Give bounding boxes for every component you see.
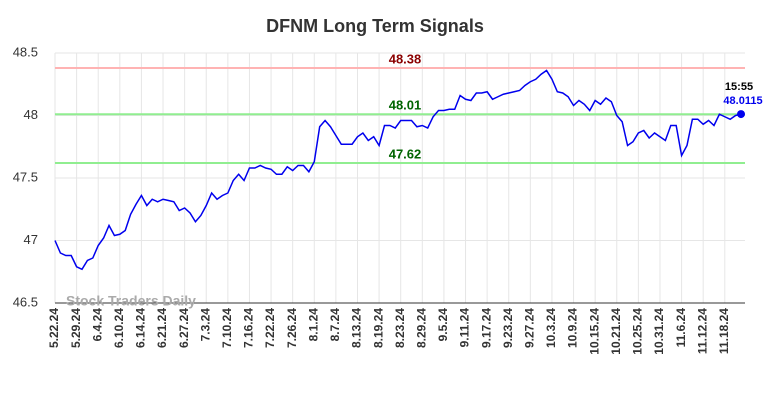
x-tick-label: 8.1.24 (306, 308, 320, 342)
x-tick-label: 5.22.24 (47, 308, 61, 348)
x-tick-label: 6.14.24 (134, 308, 148, 348)
x-tick-label: 6.21.24 (155, 308, 169, 348)
y-tick-label: 47 (24, 232, 38, 247)
x-tick-label: 7.3.24 (198, 308, 212, 342)
watermark: Stock Traders Daily (66, 293, 196, 309)
x-tick-label: 10.15.24 (587, 308, 601, 355)
chart-title: DFNM Long Term Signals (266, 16, 484, 36)
y-tick-label: 47.5 (13, 169, 38, 184)
x-tick-label: 7.16.24 (242, 308, 256, 348)
x-tick-label: 11.18.24 (717, 308, 731, 354)
x-tick-label: 8.19.24 (371, 308, 385, 348)
x-tick-label: 9.17.24 (479, 308, 493, 348)
reference-label: 47.62 (389, 146, 422, 161)
x-tick-label: 10.25.24 (631, 308, 645, 355)
x-tick-label: 5.29.24 (69, 308, 83, 348)
price-line (54, 69, 742, 271)
x-tick-label: 9.11.24 (458, 308, 472, 348)
x-tick-label: 10.3.24 (544, 308, 558, 348)
x-tick-label: 8.13.24 (350, 308, 364, 348)
y-tick-label: 48.5 (13, 44, 38, 59)
x-tick-label: 9.23.24 (501, 308, 515, 348)
x-tick-label: 11.12.24 (695, 308, 709, 354)
last-point (737, 110, 745, 119)
x-tick-label: 8.7.24 (328, 308, 342, 342)
x-tick-label: 6.27.24 (177, 308, 191, 348)
reference-label: 48.01 (389, 98, 422, 113)
x-tick-label: 7.26.24 (285, 308, 299, 348)
x-tick-label: 10.9.24 (566, 308, 580, 348)
x-tick-label: 10.21.24 (609, 308, 623, 355)
x-tick-label: 9.5.24 (436, 308, 450, 342)
x-tick-label: 7.10.24 (220, 308, 234, 348)
x-tick-label: 8.29.24 (414, 308, 428, 348)
x-tick-label: 9.27.24 (523, 308, 537, 348)
y-tick-label: 48 (24, 107, 38, 122)
last-time: 15:55 (725, 81, 753, 93)
last-value: 48.0115 (723, 95, 762, 107)
x-tick-label: 7.22.24 (263, 308, 277, 348)
x-tick-label: 6.4.24 (90, 308, 104, 342)
x-tick-label: 10.31.24 (652, 308, 666, 355)
x-tick-label: 8.23.24 (393, 308, 407, 348)
x-tick-label: 11.6.24 (674, 308, 688, 348)
y-tick-label: 46.5 (13, 294, 38, 309)
reference-label: 48.38 (389, 51, 422, 66)
x-tick-label: 6.10.24 (112, 308, 126, 348)
